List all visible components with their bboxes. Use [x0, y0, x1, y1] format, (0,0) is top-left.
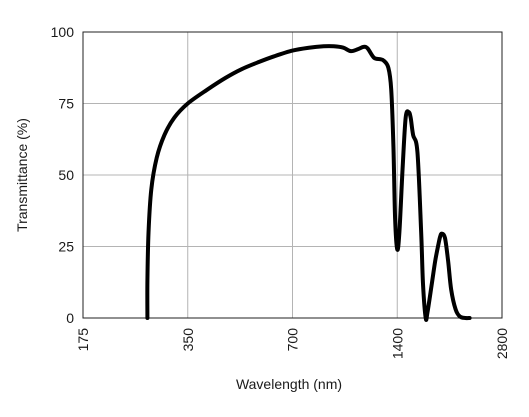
tick-labels: 175 350 700 1400 2800 0 25 50 75 100	[51, 24, 510, 359]
x-tick-label: 1400	[389, 328, 405, 359]
x-tick-label: 350	[180, 328, 196, 352]
y-tick-label: 75	[58, 96, 74, 112]
x-tick-label: 175	[75, 328, 91, 352]
x-axis-title: Wavelength (nm)	[236, 376, 342, 392]
y-axis-title: Transmittance (%)	[14, 118, 30, 232]
y-tick-label: 25	[58, 239, 74, 255]
x-tick-label: 2800	[494, 328, 510, 359]
plot-area-border	[82, 31, 503, 319]
y-tick-label: 0	[66, 310, 74, 326]
x-tick-label: 700	[285, 328, 301, 352]
transmittance-curve	[145, 44, 472, 322]
y-tick-label: 100	[51, 24, 75, 40]
y-tick-label: 50	[58, 167, 74, 183]
